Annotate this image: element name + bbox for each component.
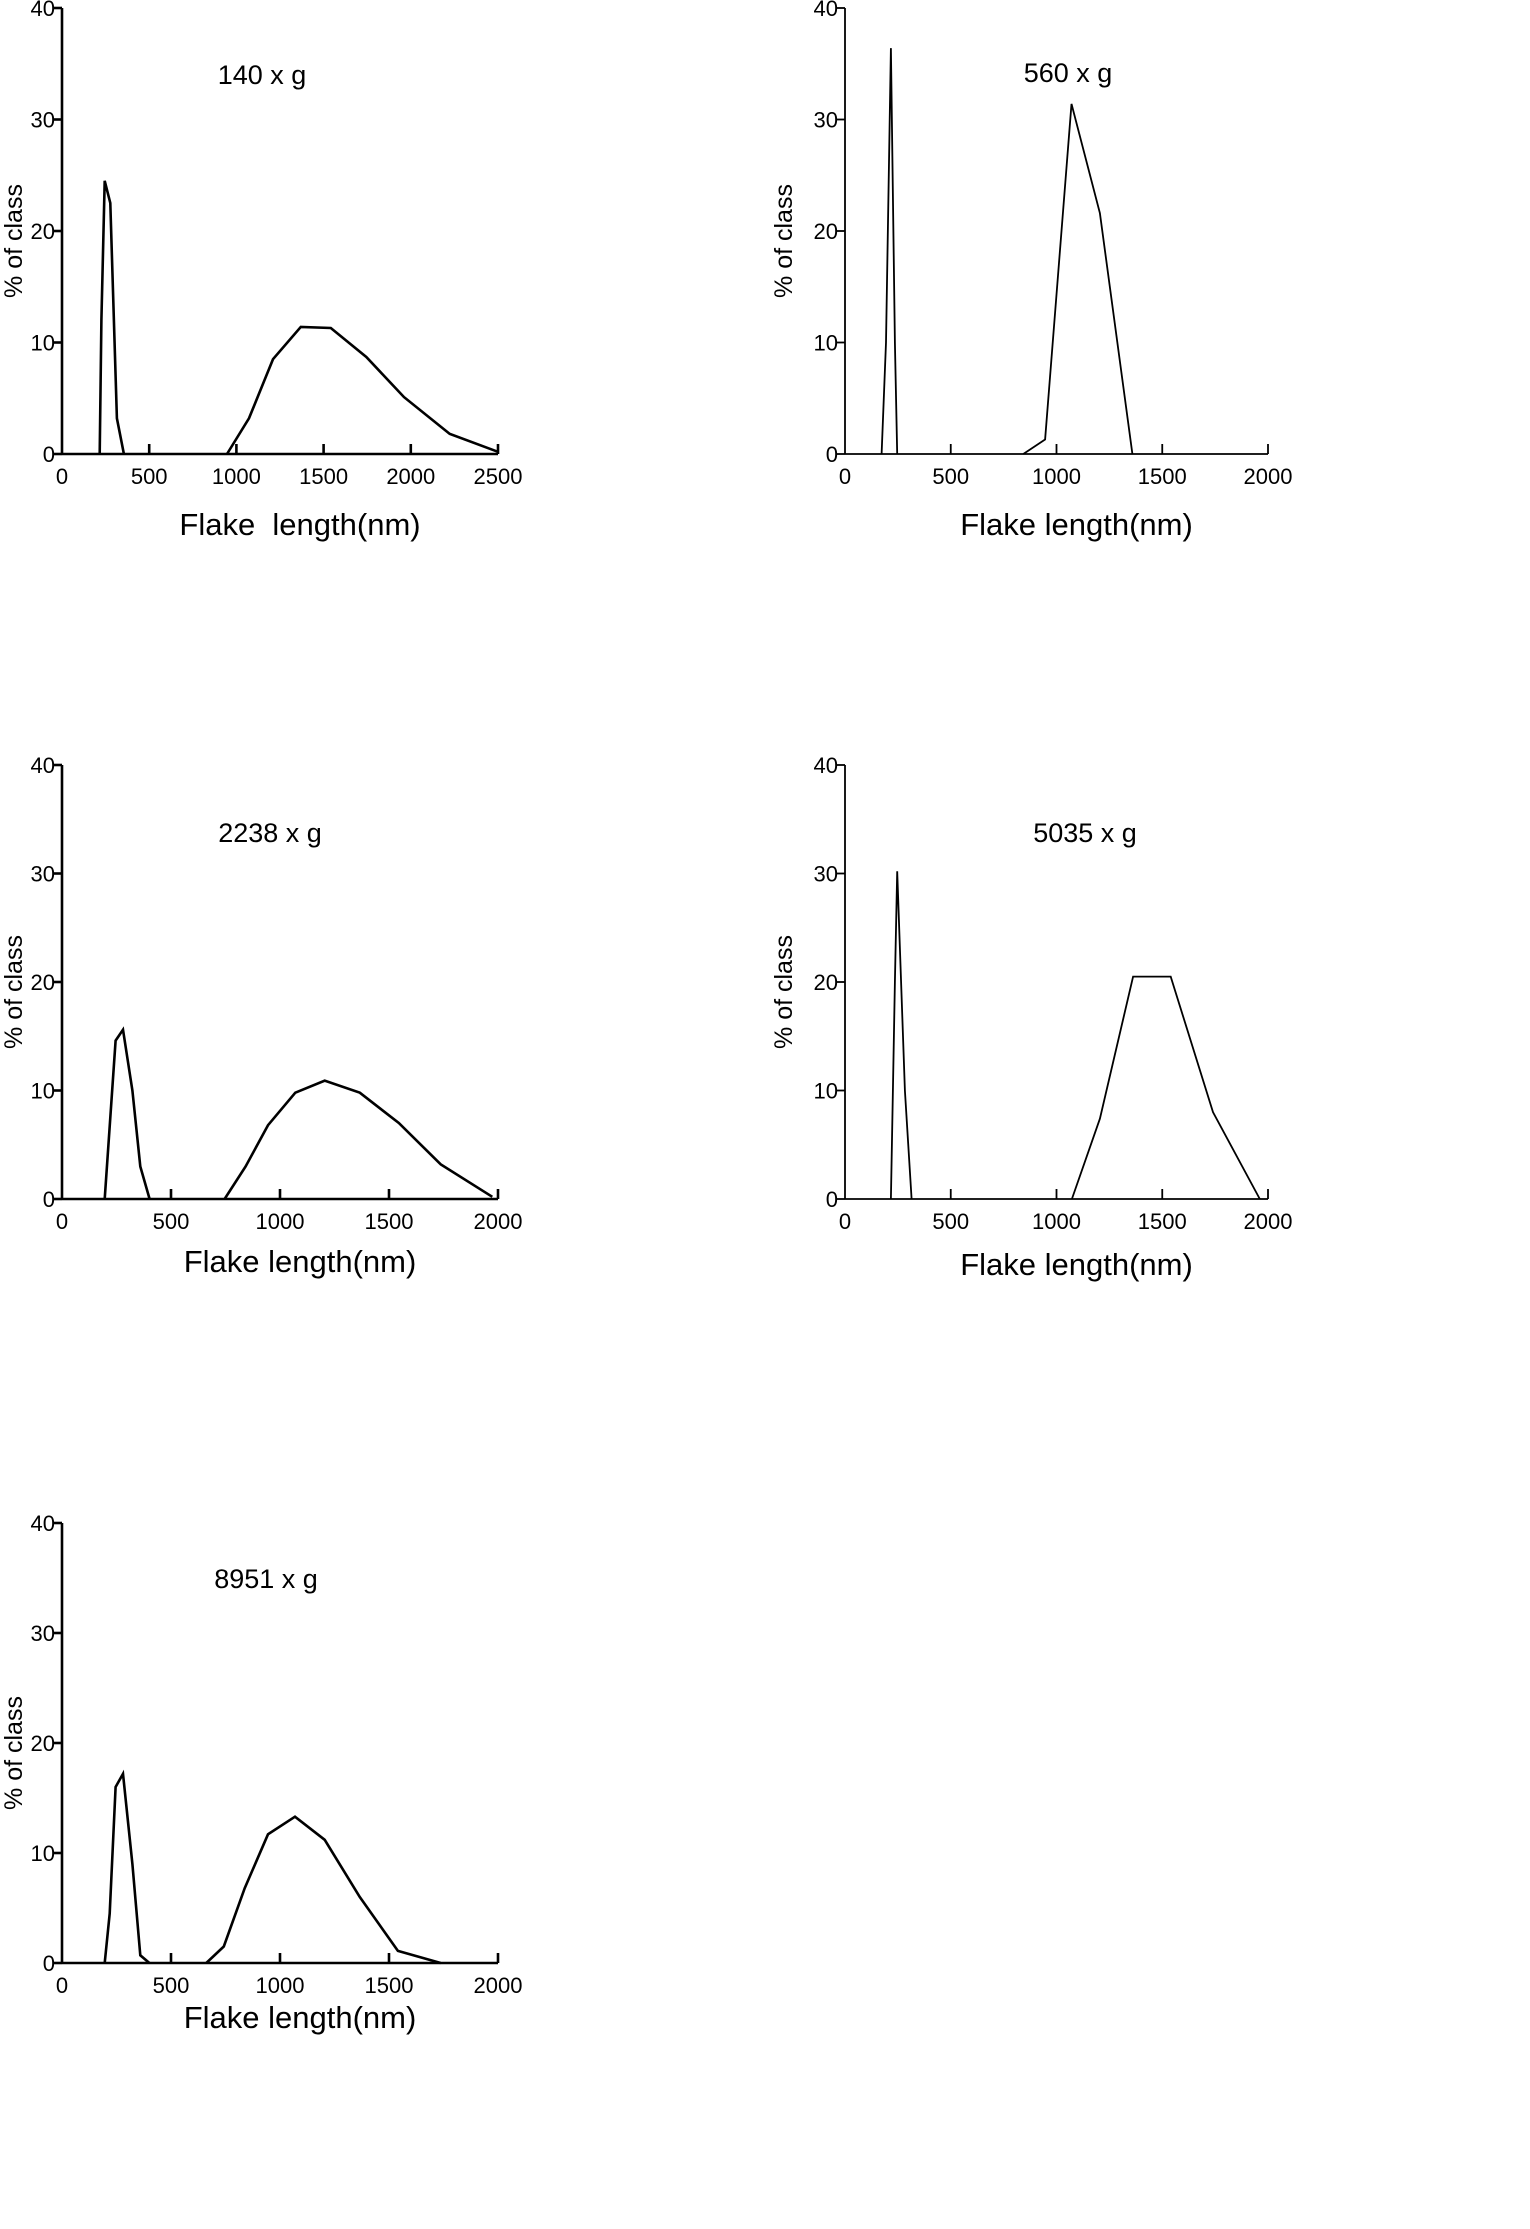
x-tick-label: 1000 [256,1209,305,1234]
x-tick-label: 0 [56,1209,68,1234]
chart-title: 2238 x g [218,818,322,848]
y-axis-label: % of class [0,1696,28,1810]
y-tick-label: 20 [31,219,55,244]
x-tick-label: 0 [839,1209,851,1234]
y-tick-label: 20 [814,970,838,995]
x-tick-label: 500 [153,1209,190,1234]
x-tick-label: 2000 [474,1973,523,1998]
series-line-large-flakes [223,1079,493,1200]
x-tick-label: 2000 [1244,464,1293,489]
x-tick-label: 0 [56,464,68,489]
chart-title: 8951 x g [214,1564,318,1594]
y-axis-label: % of class [770,935,798,1049]
x-axis-label: Flake length(nm) [960,1247,1193,1282]
y-tick-label: 30 [814,862,838,887]
y-axis-label: % of class [0,184,28,298]
y-tick-label: 20 [31,970,55,995]
y-tick-label: 0 [826,1187,838,1212]
series-line-small-flakes [880,48,899,455]
x-tick-label: 2000 [474,1209,523,1234]
x-axis-label: Flake length(nm) [960,507,1193,542]
y-tick-label: 20 [814,219,838,244]
chart-panel-4: 0 10 20 30 40 0 500 1000 1500 2000 8951 x g Flake l… [0,1511,522,2035]
x-tick-label: 1500 [299,464,348,489]
x-tick-label: 1000 [212,464,261,489]
x-tick-label: 1500 [1138,464,1187,489]
series-line-small-flakes [890,871,913,1200]
y-tick-label: 40 [31,0,55,21]
chart-title: 5035 x g [1033,818,1137,848]
chart-panel-1: 0 10 20 30 40 0 500 1000 1500 2000 560 x g Flake le… [770,0,1292,542]
y-tick-label: 0 [43,1951,55,1976]
y-tick-label: 10 [814,331,838,356]
x-tick-label: 500 [131,464,168,489]
x-tick-label: 1000 [256,1973,305,1998]
x-tick-label: 1500 [365,1209,414,1234]
x-axis-label: Flake length(nm) [184,1244,417,1279]
y-tick-label: 0 [43,442,55,467]
x-tick-label: 2000 [1244,1209,1293,1234]
x-tick-label: 500 [932,1209,969,1234]
y-tick-label: 30 [814,108,838,133]
y-tick-label: 20 [31,1731,55,1756]
y-tick-label: 10 [814,1079,838,1104]
x-tick-label: 1500 [365,1973,414,1998]
chart-title: 140 x g [218,60,307,90]
chart-panel-3: 0 10 20 30 40 0 500 1000 1500 2000 5035 x g Flake l… [770,753,1292,1282]
y-tick-label: 40 [814,0,838,21]
x-tick-label: 500 [932,464,969,489]
y-tick-label: 30 [31,108,55,133]
series-line-large-flakes [1071,975,1261,1200]
series-line-small-flakes [98,180,126,455]
x-tick-label: 500 [153,1973,190,1998]
y-tick-label: 10 [31,331,55,356]
y-tick-label: 10 [31,1841,55,1866]
x-tick-label: 0 [839,464,851,489]
x-axis-label: Flake length(nm) [184,2000,417,2035]
series-line-small-flakes [103,1026,151,1200]
y-tick-label: 0 [826,442,838,467]
chart-title: 560 x g [1024,58,1113,88]
y-tick-label: 0 [43,1187,55,1212]
series-line-large-flakes [205,1815,442,1965]
x-tick-label: 2500 [474,464,523,489]
y-axis-label: % of class [770,184,798,298]
y-tick-label: 30 [31,862,55,887]
series-line-small-flakes [103,1769,151,1964]
y-axis-label: % of class [0,935,28,1049]
y-tick-label: 30 [31,1621,55,1646]
y-tick-label: 10 [31,1079,55,1104]
series-line-large-flakes [1022,103,1134,455]
series-line-large-flakes [225,325,499,455]
y-tick-label: 40 [814,753,838,778]
chart-panel-2: 0 10 20 30 40 0 500 1000 1500 2000 2238 x g Flake l… [0,753,522,1279]
x-tick-label: 1000 [1032,1209,1081,1234]
y-tick-label: 40 [31,1511,55,1536]
x-tick-label: 0 [56,1973,68,1998]
x-tick-label: 2000 [386,464,435,489]
chart-panel-0: 0 10 20 30 40 0 500 1000 1500 2000 2500 140 x g Flak… [0,0,522,542]
x-tick-label: 1500 [1138,1209,1187,1234]
x-axis-label: Flake length(nm) [179,507,420,542]
x-tick-label: 1000 [1032,464,1081,489]
y-tick-label: 40 [31,753,55,778]
